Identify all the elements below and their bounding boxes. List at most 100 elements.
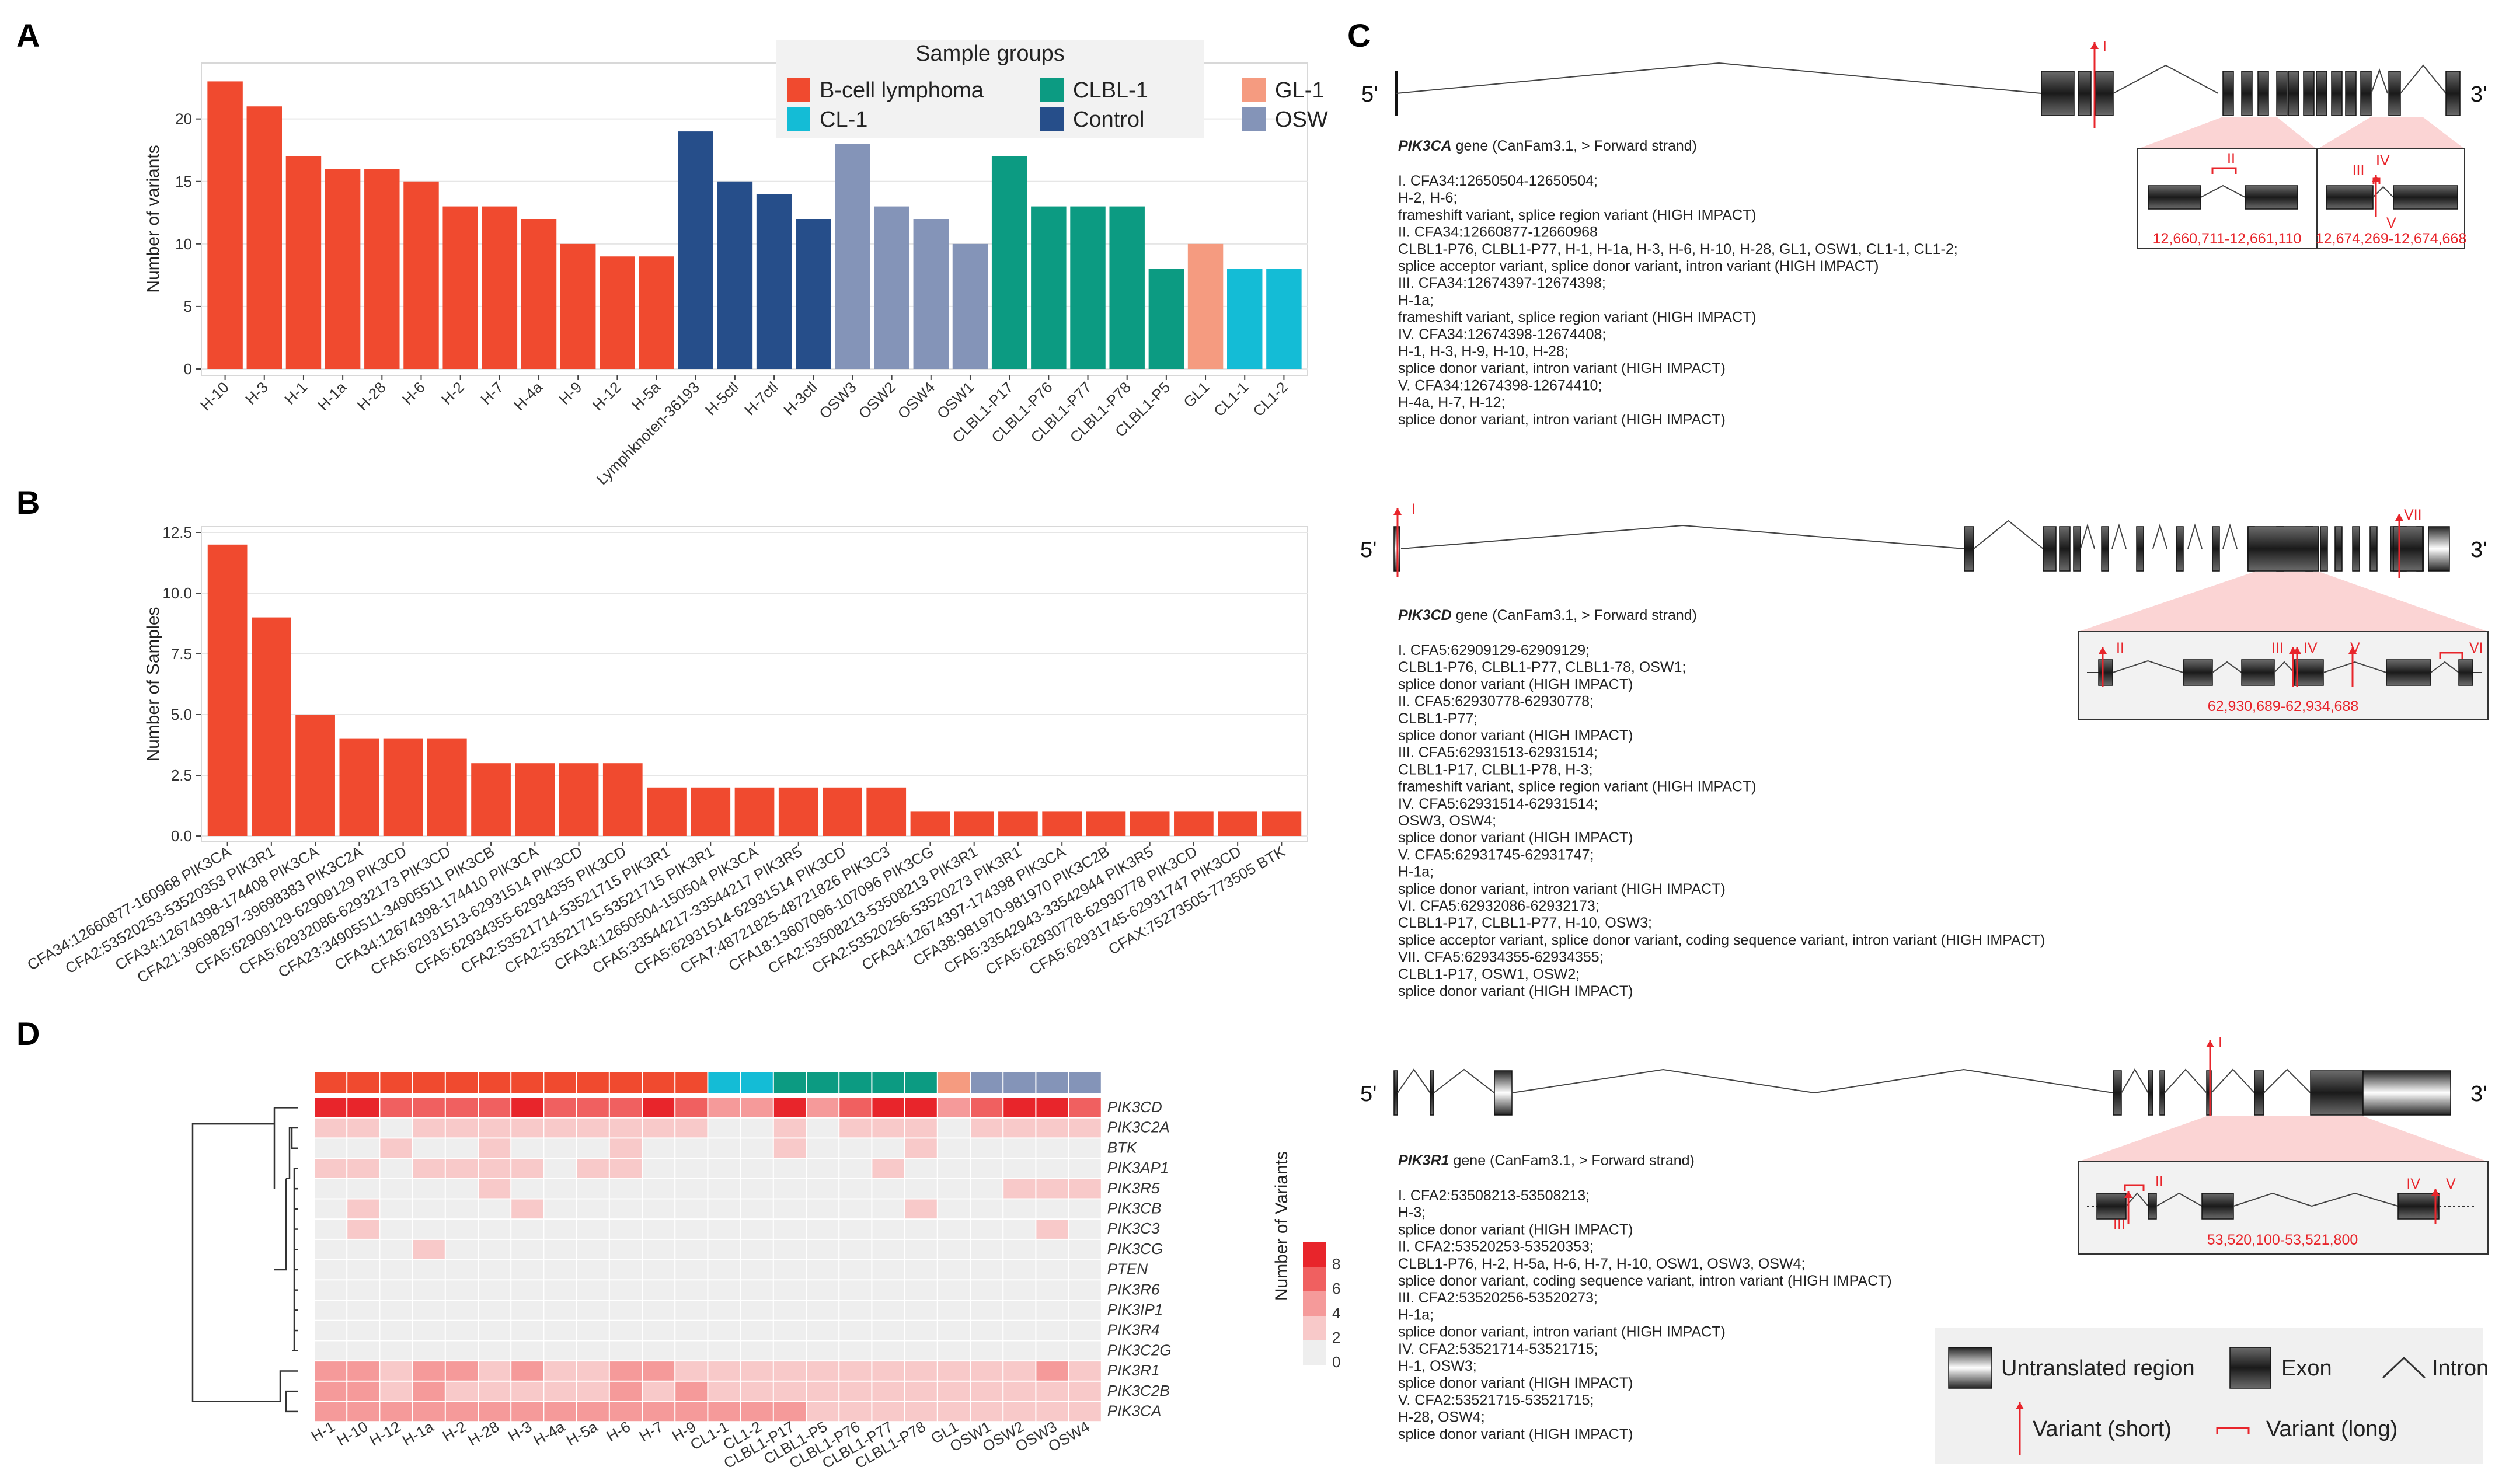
exon-block <box>2101 526 2109 572</box>
heatmap-cell <box>544 1402 576 1422</box>
heatmap-cell <box>1003 1159 1036 1178</box>
variant-note-line: H-28, OSW4; <box>1398 1409 1485 1426</box>
heatmap-cell <box>708 1402 740 1422</box>
legend-title: Sample groups <box>915 41 1065 66</box>
variant-note-line: H-1, OSW3; <box>1398 1358 1477 1374</box>
heatmap-cell <box>708 1321 740 1340</box>
heatmap-cell <box>511 1381 543 1401</box>
legend-entry-label: CL-1 <box>820 107 867 132</box>
panel-label-b: B <box>16 484 40 521</box>
heatmap-cell <box>544 1159 576 1178</box>
exon-block <box>2445 71 2461 116</box>
heatmap-cell <box>445 1220 478 1239</box>
heatmap-cell <box>347 1280 379 1300</box>
heatmap-cell <box>315 1138 347 1158</box>
heatmap-cell <box>609 1220 642 1239</box>
heatmap-cell <box>479 1321 511 1340</box>
heatmap-cell <box>938 1179 970 1199</box>
chart-b-bar <box>823 787 862 836</box>
heatmap-cell <box>380 1381 412 1401</box>
heatmap-cells <box>315 1098 1101 1422</box>
exon-block <box>1393 1070 1398 1116</box>
heatmap-cell <box>380 1402 412 1422</box>
heatmap-cell <box>1069 1118 1101 1138</box>
chart-a-xtick-label: OSW3 <box>816 378 859 422</box>
legend-swatch <box>1242 107 1266 131</box>
heatmap-cell <box>938 1118 970 1138</box>
heatmap-cell <box>511 1199 543 1219</box>
heatmap-cell <box>971 1361 1003 1381</box>
intron-line <box>2212 661 2242 673</box>
heatmap-cell <box>479 1402 511 1422</box>
heatmap-cell <box>1003 1220 1036 1239</box>
heatmap-cell <box>445 1321 478 1340</box>
heatmap-cell <box>1003 1098 1036 1117</box>
heatmap-cell <box>479 1179 511 1199</box>
heatmap-cell <box>544 1361 576 1381</box>
dendrogram-branch <box>274 1370 298 1402</box>
variant-note-line: III. CFA34:12674397-12674398; <box>1398 275 1606 291</box>
variant-roman-label: V <box>2386 215 2396 231</box>
heatmap-cell <box>1003 1239 1036 1259</box>
intron-line <box>2125 1192 2149 1207</box>
panel-label-d: D <box>16 1015 40 1052</box>
exon-block <box>2393 526 2423 572</box>
chart-b-bar <box>471 763 511 836</box>
heatmap-cell <box>347 1321 379 1340</box>
heatmap-cell <box>413 1199 445 1219</box>
heatmap-cell <box>675 1381 708 1401</box>
heatmap-cell <box>971 1098 1003 1117</box>
heatmap-group-cell <box>380 1072 412 1093</box>
heatmap-cell <box>971 1321 1003 1340</box>
heatmap-cell <box>1069 1220 1101 1239</box>
heatmap-cell <box>544 1098 576 1117</box>
heatmap-cell <box>773 1098 806 1117</box>
heatmap-cell <box>872 1361 904 1381</box>
variant-note-line: CLBL1-P77; <box>1398 710 1477 727</box>
chart-b-bar <box>383 738 423 836</box>
legend-intron-label: Intron <box>2432 1356 2489 1381</box>
heatmap-cell <box>380 1159 412 1178</box>
heatmap-cell <box>773 1220 806 1239</box>
heatmap-legend-swatch <box>1303 1267 1326 1291</box>
dendrogram-branch <box>286 1127 298 1180</box>
legend-entry-label: OSW <box>1275 107 1328 132</box>
heatmap-cell <box>1036 1361 1068 1381</box>
chart-a-bar <box>403 181 439 369</box>
chart-a-bar <box>1227 269 1263 369</box>
heatmap-cell <box>741 1220 773 1239</box>
chart-a-xtick-label: OSW4 <box>894 378 938 422</box>
heatmap-cell <box>807 1220 839 1239</box>
heatmap-group-cell <box>544 1072 576 1093</box>
exon-block <box>1430 1070 1434 1116</box>
heatmap-cell <box>413 1361 445 1381</box>
heatmap-cell <box>544 1301 576 1320</box>
variant-note-line: frameshift variant, splice region varian… <box>1398 207 1757 223</box>
heatmap-cell <box>675 1341 708 1361</box>
heatmap-cell <box>807 1199 839 1219</box>
heatmap-cell <box>544 1280 576 1300</box>
heatmap-cell <box>807 1402 839 1422</box>
heatmap-group-cell <box>577 1072 609 1093</box>
panel-label-a: A <box>16 17 40 54</box>
variant-roman-label: V <box>2350 640 2360 656</box>
chart-a-bar <box>1031 206 1067 369</box>
intron-line <box>2152 523 2167 549</box>
heatmap-cell <box>1069 1361 1101 1381</box>
heatmap-cell <box>675 1179 708 1199</box>
heatmap-cell <box>708 1118 740 1138</box>
heatmap-cell <box>872 1260 904 1280</box>
heatmap-cell <box>839 1381 872 1401</box>
zoom-range-label: 53,520,100-53,521,800 <box>2207 1232 2358 1248</box>
legend-box <box>1935 1328 2483 1464</box>
variant-note-line: II. CFA5:62930778-62930778; <box>1398 694 1594 710</box>
variant-note-line: H-4a, H-7, H-12; <box>1398 395 1505 411</box>
heatmap-cell <box>807 1301 839 1320</box>
heatmap-cell <box>1069 1199 1101 1219</box>
chart-a-bar <box>991 156 1027 369</box>
heatmap-cell <box>675 1199 708 1219</box>
chart-b-bar <box>1174 811 1214 836</box>
variant-note-line: I. CFA5:62909129-62909129; <box>1398 642 1590 659</box>
heatmap-cell <box>839 1159 872 1178</box>
variant-note-line: H-3; <box>1398 1204 1426 1221</box>
